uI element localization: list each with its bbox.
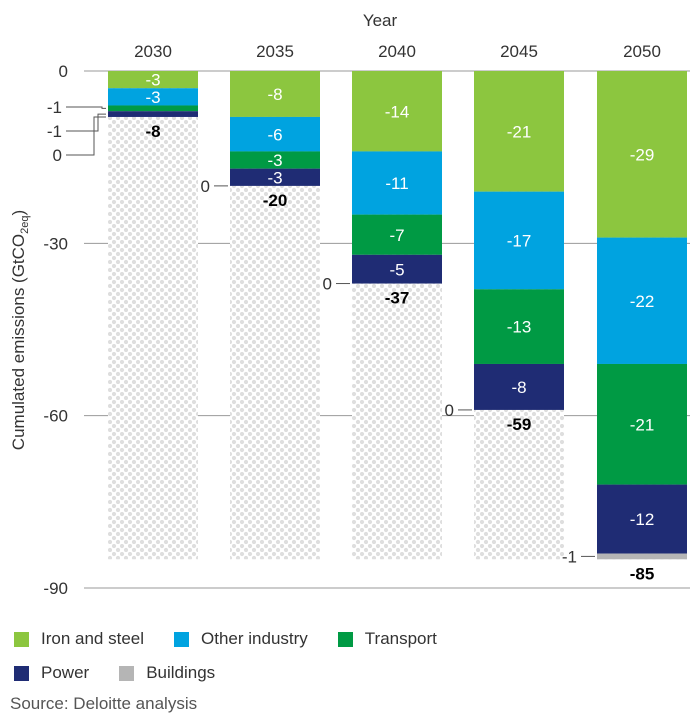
legend-item-power: Power xyxy=(14,663,89,683)
x-axis-title: Year xyxy=(363,11,398,30)
segment-label: -3 xyxy=(145,71,160,90)
legend-swatch-transport xyxy=(337,631,353,647)
callout-label: 0 xyxy=(445,401,454,420)
y-tick-label: -30 xyxy=(43,234,68,253)
callout-label: 0 xyxy=(201,177,210,196)
bar-segment-power xyxy=(597,484,687,554)
y-tick-label: -60 xyxy=(43,407,68,426)
segment-label: -12 xyxy=(630,510,655,529)
legend-label: Transport xyxy=(364,629,437,648)
bar-segment-power xyxy=(474,363,564,410)
legend-swatch-iron-and-steel xyxy=(14,631,29,647)
bar-segment-buildings xyxy=(597,553,687,560)
bar-segment-transport xyxy=(352,214,442,255)
segment-label: -7 xyxy=(389,226,404,245)
callout-line xyxy=(66,116,106,156)
segment-label: -22 xyxy=(630,292,655,311)
legend-item-iron-and-steel: Iron and steel xyxy=(14,629,144,649)
segment-label: -17 xyxy=(507,232,532,251)
legend: Iron and steel Other industry Transport … xyxy=(14,628,467,696)
x-tick-label: 2030 xyxy=(134,42,172,61)
segment-label: -14 xyxy=(385,102,410,121)
segment-label: -11 xyxy=(385,174,408,193)
bar-segment-other-industry xyxy=(597,237,687,364)
bar-segment-iron-and-steel xyxy=(230,71,320,117)
callout-label: -1 xyxy=(562,547,577,566)
segment-label: -13 xyxy=(507,318,532,337)
bar-segment-other-industry xyxy=(108,88,198,106)
bar-segment-other-industry xyxy=(230,116,320,152)
bar-segment-other-industry xyxy=(474,191,564,290)
total-label: -37 xyxy=(385,289,410,308)
bar-segment-power xyxy=(230,168,320,186)
bar-segment-iron-and-steel xyxy=(108,71,198,89)
y-tick-label: 0 xyxy=(59,62,68,81)
stacked-bar-chart: Year Cumulated emissions (GtCO2eq) 0-30-… xyxy=(9,11,690,598)
bar-segment-transport xyxy=(108,105,198,112)
segment-label: -8 xyxy=(267,85,282,104)
legend-label: Iron and steel xyxy=(41,629,145,648)
total-label: -8 xyxy=(145,122,160,141)
x-tick-label: 2040 xyxy=(378,42,416,61)
bar-segment-transport xyxy=(230,151,320,169)
legend-label: Power xyxy=(41,663,90,682)
bar-segment-transport xyxy=(597,363,687,485)
segment-label: -6 xyxy=(267,125,282,144)
segment-label: -8 xyxy=(511,378,526,397)
legend-item-buildings: Buildings xyxy=(119,663,215,683)
x-tick-label: 2035 xyxy=(256,42,294,61)
legend-swatch-other-industry xyxy=(174,631,190,647)
segment-label: -3 xyxy=(267,168,282,187)
svg-text:Cumulated emissions (GtCO2eq): Cumulated emissions (GtCO2eq) xyxy=(9,210,31,450)
bar-segment-other-industry xyxy=(352,151,442,215)
bar-segment-iron-and-steel xyxy=(474,71,564,192)
bar-segment-iron-and-steel xyxy=(597,71,687,238)
background-bar xyxy=(108,71,198,560)
bar-segment-iron-and-steel xyxy=(352,71,442,152)
callout-label: -1 xyxy=(47,122,62,141)
callout-label: -1 xyxy=(47,98,62,117)
legend-swatch-buildings xyxy=(119,665,135,681)
total-label: -59 xyxy=(507,415,532,434)
segment-label: -3 xyxy=(267,151,282,170)
segment-label: -3 xyxy=(145,88,160,107)
callout-line xyxy=(66,106,106,109)
total-label: -20 xyxy=(263,191,288,210)
segment-label: -5 xyxy=(389,260,404,279)
legend-label: Other industry xyxy=(201,629,308,648)
segment-label: -21 xyxy=(630,415,655,434)
bar-segment-power xyxy=(108,111,198,117)
x-tick-label: 2050 xyxy=(623,42,661,61)
source-note: Source: Deloitte analysis xyxy=(10,694,198,713)
legend-label: Buildings xyxy=(146,663,216,682)
total-label: -85 xyxy=(630,564,655,583)
segment-label: -29 xyxy=(630,145,655,164)
y-tick-label: -90 xyxy=(43,579,68,598)
bar-segment-transport xyxy=(474,289,564,364)
legend-item-transport: Transport xyxy=(337,629,437,649)
x-tick-label: 2045 xyxy=(500,42,538,61)
callout-label: 0 xyxy=(53,146,62,165)
callout-line xyxy=(66,113,106,132)
bar-segment-power xyxy=(352,254,442,284)
callout-label: 0 xyxy=(323,275,332,294)
legend-swatch-power xyxy=(14,665,29,681)
segment-label: -21 xyxy=(507,122,532,141)
legend-item-other-industry: Other industry xyxy=(174,629,308,649)
y-axis-title: Cumulated emissions (GtCO2eq) xyxy=(9,210,31,450)
